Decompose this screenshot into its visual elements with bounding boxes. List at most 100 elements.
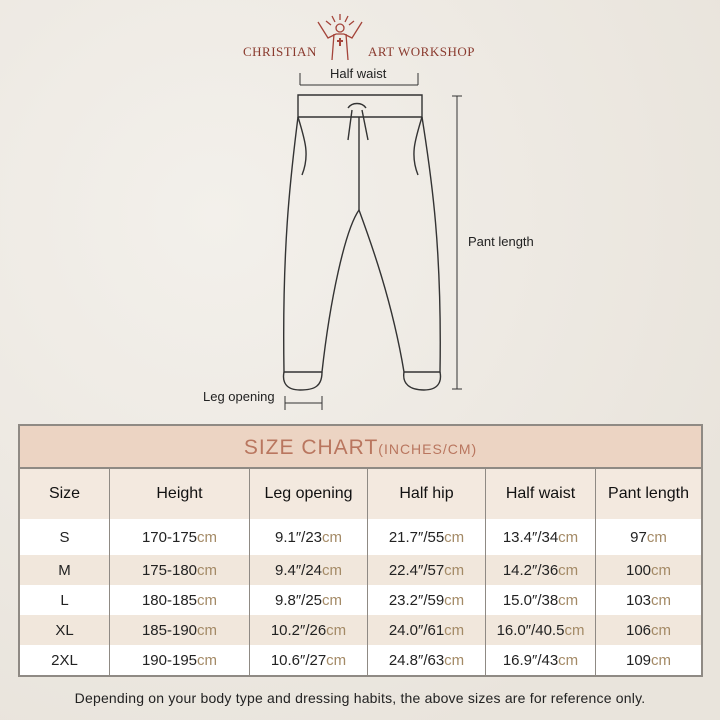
header-row: Size Height Leg opening Half hip Half waist P… xyxy=(20,469,701,519)
cell-value: 24.0″/61 xyxy=(388,621,445,639)
cell-value: 97 xyxy=(630,528,647,546)
cell-pant-length: 100 cm xyxy=(596,555,701,585)
cell-half-waist: 16.0″/40.5 cm xyxy=(486,615,596,645)
cell-half-hip: 22.4″/57 cm xyxy=(368,555,486,585)
unit-cm: cm xyxy=(558,561,579,579)
size-chart-table: SIZE CHART(INCHES/CM) Size Height Leg open… xyxy=(18,424,703,677)
table-row: XL 185-190 cm 10.2″/26 cm 24.0″/61 cm 16.0″/40.… xyxy=(20,615,701,645)
table-row: S 170-175 cm 9.1″/23 cm 21.7″/55 cm 13.4″/34 cm 9… xyxy=(20,519,701,555)
cell-value: 106 xyxy=(625,621,652,639)
cell-value: 23.2″/59 xyxy=(388,591,445,609)
pant-length-label: Pant length xyxy=(468,234,534,249)
unit-cm: cm xyxy=(326,621,347,639)
cell-half-hip: 24.8″/63 cm xyxy=(368,645,486,675)
unit-cm: cm xyxy=(651,561,672,579)
cell-value: 24.8″/63 xyxy=(388,651,445,669)
cell-value: 10.6″/27 xyxy=(270,651,327,669)
cell-half-hip: 21.7″/55 cm xyxy=(368,519,486,555)
header-size: Size xyxy=(20,469,110,519)
unit-cm: cm xyxy=(326,651,347,669)
cell-value: 175-180 xyxy=(141,561,198,579)
cell-height: 170-175 cm xyxy=(110,519,250,555)
unit-cm: cm xyxy=(651,591,672,609)
unit-cm: cm xyxy=(444,528,465,546)
cell-value: 9.8″/25 xyxy=(274,591,322,609)
cell-leg-opening: 9.4″/24 cm xyxy=(250,555,368,585)
header-leg-opening: Leg opening xyxy=(250,469,368,519)
unit-cm: cm xyxy=(197,561,218,579)
christ-logo-icon xyxy=(317,14,363,61)
cell-value: XL xyxy=(55,621,74,639)
table-row: M 175-180 cm 9.4″/24 cm 22.4″/57 cm 14.2″/36 cm 1… xyxy=(20,555,701,585)
cell-value: 180-185 xyxy=(141,591,198,609)
cell-pant-length: 103 cm xyxy=(596,585,701,615)
cell-height: 175-180 cm xyxy=(110,555,250,585)
cell-pant-length: 97 cm xyxy=(596,519,701,555)
cell-pant-length: 109 cm xyxy=(596,645,701,675)
unit-cm: cm xyxy=(558,528,579,546)
unit-cm: cm xyxy=(651,621,672,639)
cell-size: S xyxy=(20,519,110,555)
cell-half-hip: 24.0″/61 cm xyxy=(368,615,486,645)
cell-value: 170-175 xyxy=(141,528,198,546)
cell-value: 100 xyxy=(625,561,652,579)
size-chart-title: SIZE CHART(INCHES/CM) xyxy=(20,426,701,469)
unit-cm: cm xyxy=(558,591,579,609)
cell-value: 190-195 xyxy=(141,651,198,669)
footer-note: Depending on your body type and dressing… xyxy=(74,690,646,706)
brand-right: ART WORKSHOP xyxy=(368,44,475,59)
cell-value: 103 xyxy=(625,591,652,609)
cell-half-hip: 23.2″/59 cm xyxy=(368,585,486,615)
cell-half-waist: 13.4″/34 cm xyxy=(486,519,596,555)
cell-value: L xyxy=(60,591,69,609)
unit-cm: cm xyxy=(444,621,465,639)
cell-size: M xyxy=(20,555,110,585)
cell-value: S xyxy=(59,528,70,546)
cell-leg-opening: 10.2″/26 cm xyxy=(250,615,368,645)
unit-cm: cm xyxy=(197,651,218,669)
pant-length-line xyxy=(452,95,462,390)
cell-value: 16.9″/43 xyxy=(502,651,559,669)
unit-cm: cm xyxy=(197,528,218,546)
table-row: 2XL 190-195 cm 10.6″/27 cm 24.8″/63 cm 16.9″/43… xyxy=(20,645,701,675)
unit-cm: cm xyxy=(197,621,218,639)
half-waist-label: Half waist xyxy=(330,66,387,81)
cell-leg-opening: 10.6″/27 cm xyxy=(250,645,368,675)
cell-value: 185-190 xyxy=(141,621,198,639)
cell-value: 9.4″/24 xyxy=(274,561,322,579)
cell-value: 9.1″/23 xyxy=(274,528,322,546)
title-units: (INCHES/CM) xyxy=(378,441,478,457)
table-row: L 180-185 cm 9.8″/25 cm 23.2″/59 cm 15.0″/38 cm 1… xyxy=(20,585,701,615)
unit-cm: cm xyxy=(646,528,667,546)
brand-left: CHRISTIAN xyxy=(243,44,317,59)
cell-value: 109 xyxy=(625,651,652,669)
cell-half-waist: 15.0″/38 cm xyxy=(486,585,596,615)
header-height: Height xyxy=(110,469,250,519)
half-waist-line xyxy=(299,73,419,86)
unit-cm: cm xyxy=(444,561,465,579)
cell-value: 14.2″/36 xyxy=(502,561,559,579)
cell-leg-opening: 9.1″/23 cm xyxy=(250,519,368,555)
cell-half-waist: 16.9″/43 cm xyxy=(486,645,596,675)
header-half-hip: Half hip xyxy=(368,469,486,519)
cell-value: 21.7″/55 xyxy=(388,528,445,546)
header-pant-length: Pant length xyxy=(608,485,689,502)
cell-size: 2XL xyxy=(20,645,110,675)
cell-value: 15.0″/38 xyxy=(502,591,559,609)
cell-height: 185-190 cm xyxy=(110,615,250,645)
cell-leg-opening: 9.8″/25 cm xyxy=(250,585,368,615)
pants-diagram xyxy=(282,73,462,410)
leg-opening-line xyxy=(284,396,323,410)
cell-value: 16.0″/40.5 xyxy=(496,621,565,639)
cell-size: L xyxy=(20,585,110,615)
leg-opening-label: Leg opening xyxy=(203,389,275,404)
unit-cm: cm xyxy=(444,651,465,669)
cell-half-waist: 14.2″/36 cm xyxy=(486,555,596,585)
unit-cm: cm xyxy=(651,651,672,669)
unit-cm: cm xyxy=(197,591,218,609)
header-half-waist: Half waist xyxy=(486,469,596,519)
cell-value: 22.4″/57 xyxy=(388,561,445,579)
unit-cm: cm xyxy=(564,621,585,639)
unit-cm: cm xyxy=(322,561,342,579)
unit-cm: cm xyxy=(558,651,579,669)
